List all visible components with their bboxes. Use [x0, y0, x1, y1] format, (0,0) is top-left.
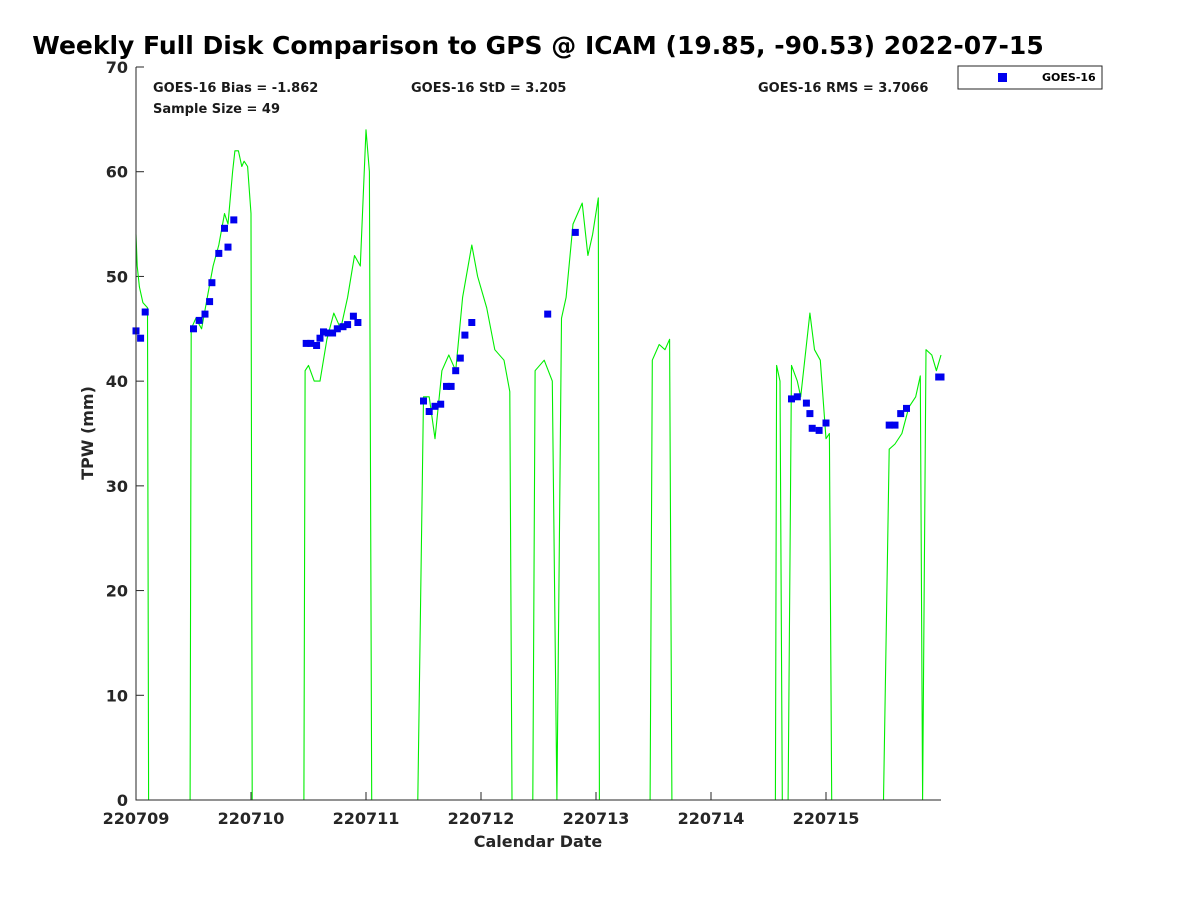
goes16-point	[190, 325, 197, 333]
plot-area: 220709 220710 220711 220712 220713 220714 2207…	[103, 58, 945, 828]
x-tick-label: 220713	[563, 809, 630, 828]
goes16-point	[815, 426, 823, 434]
x-tick-label: 220714	[678, 809, 745, 828]
legend: GOES-16	[957, 65, 1103, 90]
goes16-point	[788, 395, 795, 403]
goes16-point	[349, 312, 357, 320]
y-tick-label: 40	[106, 372, 128, 391]
goes16-point	[544, 310, 552, 318]
x-axis-label: Calendar Date	[474, 832, 603, 851]
goes16-point	[307, 339, 315, 347]
goes16-point	[437, 400, 445, 408]
y-tick-label: 10	[106, 686, 128, 705]
goes16-point	[302, 339, 310, 347]
goes16-point	[822, 419, 830, 427]
goes16-point	[425, 408, 433, 415]
goes16-point	[420, 397, 427, 405]
y-tick-label: 70	[106, 58, 128, 77]
goes16-point	[885, 421, 893, 429]
x-tick-label: 220715	[793, 809, 860, 828]
goes16-point	[806, 410, 814, 418]
goes16-point	[937, 373, 945, 381]
goes16-point	[333, 325, 341, 333]
legend-label-goes16: GOES-16	[1042, 71, 1096, 84]
goes16-point	[230, 216, 238, 224]
goes16-point	[793, 393, 801, 401]
goes16-point	[313, 342, 321, 349]
goes16-point	[208, 279, 216, 287]
goes16-point	[354, 319, 362, 326]
goes16-point	[447, 382, 455, 390]
y-tick-label: 60	[106, 163, 128, 182]
goes16-point	[339, 323, 347, 331]
plot-background	[136, 67, 941, 800]
bias-stat: GOES-16 Bias = -1.862	[153, 81, 318, 96]
gps-tpw-line	[135, 129, 942, 801]
y-tick-label: 30	[106, 477, 128, 496]
y-tick-label: 20	[106, 582, 128, 601]
y-tick-label: 0	[117, 791, 128, 810]
goes16-point	[431, 402, 439, 410]
goes16-point	[195, 316, 203, 324]
axis-ticks: 220709 220710 220711 220712 220713 220714 2207…	[103, 58, 860, 828]
goes16-point	[316, 334, 324, 342]
goes16-point	[571, 228, 579, 236]
goes16-point	[443, 382, 450, 390]
rms-stat: GOES-16 RMS = 3.7066	[758, 81, 928, 96]
axes-frame	[135, 67, 941, 801]
goes16-point	[903, 404, 910, 412]
x-tick-label: 220709	[103, 809, 170, 828]
goes16-point	[891, 421, 899, 429]
goes16-point	[215, 249, 223, 257]
goes16-point	[206, 298, 214, 306]
goes16-point	[461, 331, 469, 339]
goes16-point	[897, 410, 905, 418]
goes16-point	[468, 319, 476, 326]
x-tick-label: 220712	[448, 809, 515, 828]
goes16-point	[137, 334, 145, 342]
goes16-point	[324, 329, 332, 337]
sample-size-stat: Sample Size = 49	[153, 102, 280, 117]
y-axis-label: TPW (mm)	[78, 386, 97, 480]
goes16-point	[221, 224, 228, 232]
goes16-point	[320, 328, 327, 336]
chart-title: Weekly Full Disk Comparison to GPS @ ICA…	[32, 31, 1043, 60]
goes16-point	[452, 367, 460, 375]
legend-marker	[998, 73, 1007, 82]
goes16-point	[344, 321, 352, 329]
goes16-point	[456, 354, 464, 362]
x-tick-label: 220710	[218, 809, 285, 828]
goes16-point	[802, 399, 810, 407]
x-tick-label: 220711	[333, 809, 400, 828]
goes16-point	[329, 329, 337, 337]
std-stat: GOES-16 StD = 3.205	[411, 81, 566, 96]
legend-box	[957, 65, 1103, 90]
y-tick-label: 50	[106, 267, 128, 286]
goes16-point	[201, 310, 209, 318]
goes16-point	[808, 424, 816, 432]
goes16-point	[224, 243, 232, 251]
goes16-point	[141, 308, 149, 316]
series-layer	[132, 129, 945, 801]
